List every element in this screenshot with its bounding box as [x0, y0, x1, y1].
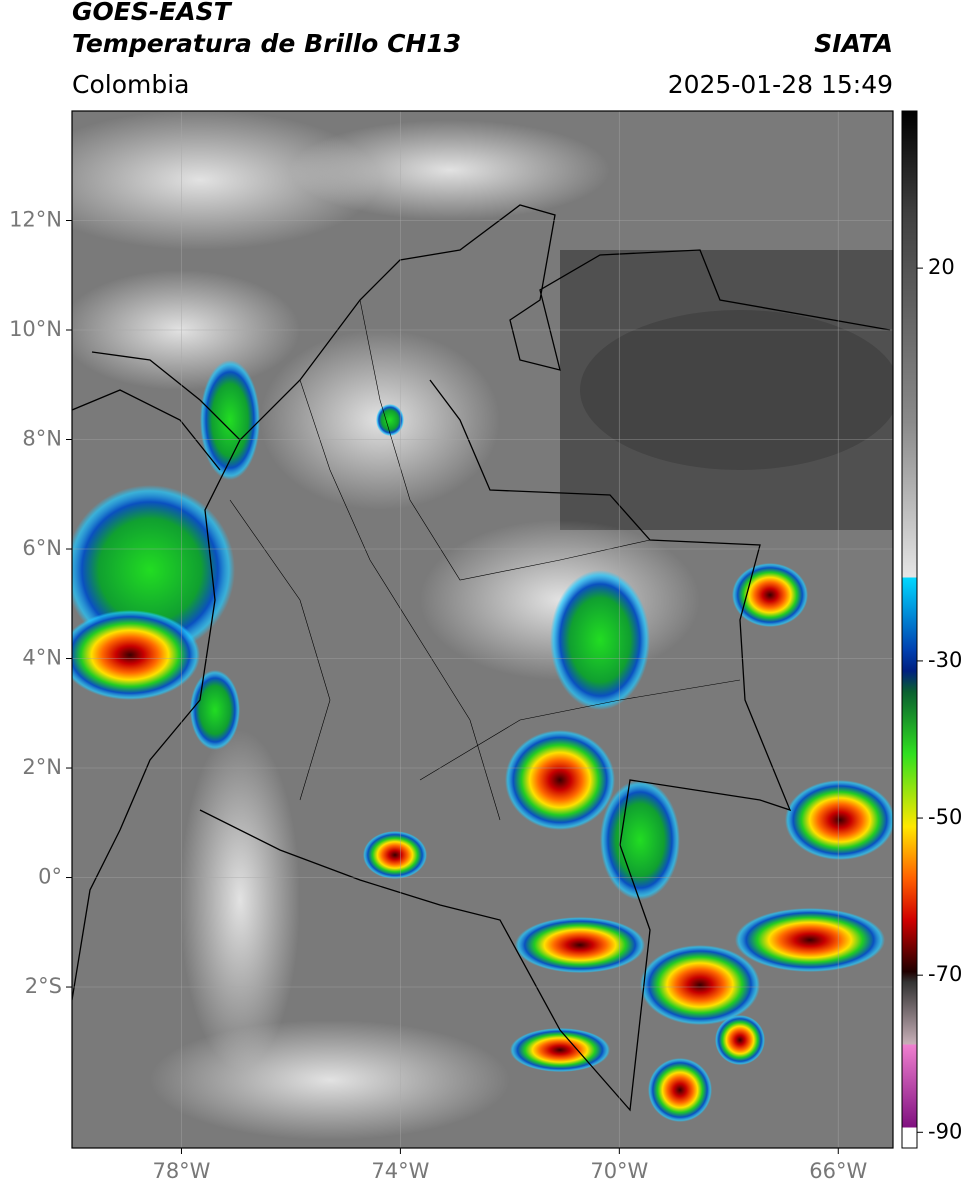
source: SIATA	[814, 29, 893, 58]
y-tick-label: 4°N	[22, 646, 62, 670]
colorbar-tick-label: -50	[928, 805, 962, 829]
y-tick-label: 2°S	[25, 974, 62, 998]
colorbar-tick-label: -70	[928, 962, 962, 986]
map-imagery	[72, 111, 893, 1148]
y-tick-label: 8°N	[22, 427, 62, 451]
map-frame	[71, 110, 894, 1149]
y-tick-label: 12°N	[9, 208, 62, 232]
y-tick-label: 0°	[38, 865, 62, 889]
product-title: Temperatura de Brillo CH13	[72, 29, 461, 58]
colorbar-tick-label: -90	[928, 1119, 962, 1143]
satellite-name: GOES-EAST	[72, 0, 233, 26]
x-tick-label: 66°W	[809, 1159, 867, 1183]
colorbar	[901, 110, 918, 1149]
region: Colombia	[72, 70, 189, 99]
datetime: 2025-01-28 15:49	[668, 70, 893, 99]
colorbar-tick-label: 20	[928, 255, 955, 279]
y-tick-label: 10°N	[9, 317, 62, 341]
y-tick-label: 6°N	[22, 536, 62, 560]
x-tick-label: 74°W	[371, 1159, 429, 1183]
graticule	[72, 111, 893, 1148]
x-tick-label: 78°W	[152, 1159, 210, 1183]
colorbar-tick-label: -30	[928, 648, 962, 672]
y-tick-label: 2°N	[22, 755, 62, 779]
x-tick-label: 70°W	[590, 1159, 648, 1183]
